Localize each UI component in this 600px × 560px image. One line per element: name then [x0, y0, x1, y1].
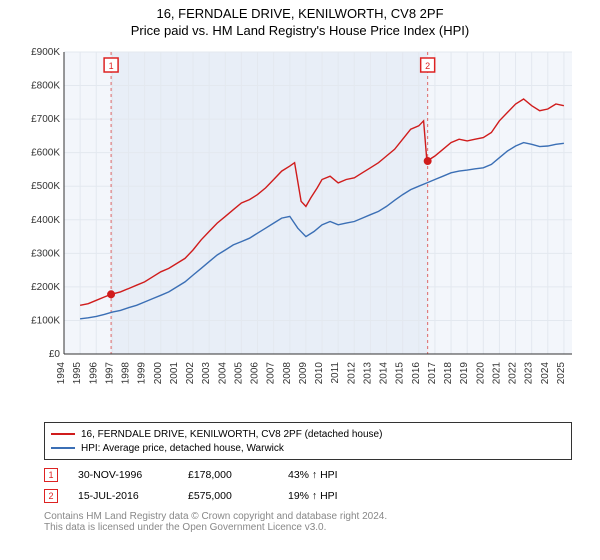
sale-date: 30-NOV-1996: [78, 469, 168, 481]
svg-text:2025: 2025: [556, 362, 567, 385]
chart-container: 16, FERNDALE DRIVE, KENILWORTH, CV8 2PF …: [0, 0, 600, 533]
svg-text:2015: 2015: [395, 362, 406, 385]
data-rows: 1 30-NOV-1996 £178,000 43% ↑ HPI 2 15-JU…: [44, 466, 572, 505]
sale-price: £178,000: [188, 469, 268, 481]
svg-text:2016: 2016: [411, 362, 422, 385]
sale-delta: 43% ↑ HPI: [288, 469, 338, 481]
svg-text:2006: 2006: [250, 362, 261, 385]
sale-delta: 19% ↑ HPI: [288, 490, 338, 502]
data-row: 1 30-NOV-1996 £178,000 43% ↑ HPI: [44, 466, 572, 484]
svg-text:2023: 2023: [524, 362, 535, 385]
svg-text:£300K: £300K: [31, 248, 60, 259]
svg-text:2003: 2003: [201, 362, 212, 385]
marker-badge: 2: [44, 489, 58, 503]
sale-date: 15-JUL-2016: [78, 490, 168, 502]
svg-text:2007: 2007: [266, 362, 277, 385]
attribution-line: This data is licensed under the Open Gov…: [44, 522, 572, 533]
svg-text:£400K: £400K: [31, 215, 60, 226]
svg-text:£500K: £500K: [31, 181, 60, 192]
title-address: 16, FERNDALE DRIVE, KENILWORTH, CV8 2PF: [0, 6, 600, 21]
svg-text:2022: 2022: [508, 362, 519, 385]
svg-text:2010: 2010: [314, 362, 325, 385]
svg-text:2: 2: [425, 61, 430, 71]
svg-text:2014: 2014: [379, 362, 390, 385]
legend-item: 16, FERNDALE DRIVE, KENILWORTH, CV8 2PF …: [51, 427, 565, 441]
svg-text:2020: 2020: [475, 362, 486, 385]
svg-text:2013: 2013: [362, 362, 373, 385]
svg-text:2018: 2018: [443, 362, 454, 385]
svg-text:£600K: £600K: [31, 148, 60, 159]
svg-text:2002: 2002: [185, 362, 196, 385]
svg-text:2017: 2017: [427, 362, 438, 385]
attribution: Contains HM Land Registry data © Crown c…: [44, 511, 572, 533]
legend-item: HPI: Average price, detached house, Warw…: [51, 441, 565, 455]
svg-text:2021: 2021: [491, 362, 502, 385]
svg-text:2005: 2005: [233, 362, 244, 385]
svg-text:1999: 1999: [137, 362, 148, 385]
attribution-line: Contains HM Land Registry data © Crown c…: [44, 511, 572, 522]
svg-text:2004: 2004: [217, 362, 228, 385]
title-subtitle: Price paid vs. HM Land Registry's House …: [0, 23, 600, 38]
svg-text:£800K: £800K: [31, 81, 60, 92]
data-row: 2 15-JUL-2016 £575,000 19% ↑ HPI: [44, 487, 572, 505]
legend-swatch: [51, 433, 75, 435]
legend-box: 16, FERNDALE DRIVE, KENILWORTH, CV8 2PF …: [44, 422, 572, 460]
legend-text: HPI: Average price, detached house, Warw…: [81, 443, 284, 454]
svg-text:2011: 2011: [330, 362, 341, 384]
svg-text:2000: 2000: [153, 362, 164, 385]
svg-text:1997: 1997: [104, 362, 115, 385]
chart-svg: £0 £100K £200K £300K £400K £500K £600K £700K £80…: [20, 46, 580, 416]
svg-text:2012: 2012: [346, 362, 357, 385]
svg-text:1996: 1996: [88, 362, 99, 385]
svg-text:£900K: £900K: [31, 47, 60, 58]
svg-text:1: 1: [109, 61, 114, 71]
svg-text:1994: 1994: [56, 362, 67, 385]
legend-swatch: [51, 447, 75, 449]
svg-text:£200K: £200K: [31, 282, 60, 293]
sale-price: £575,000: [188, 490, 268, 502]
svg-text:£0: £0: [49, 349, 61, 360]
svg-text:2009: 2009: [298, 362, 309, 385]
svg-text:1995: 1995: [72, 362, 83, 385]
svg-text:2001: 2001: [169, 362, 180, 385]
legend-text: 16, FERNDALE DRIVE, KENILWORTH, CV8 2PF …: [81, 429, 382, 440]
svg-text:2019: 2019: [459, 362, 470, 385]
svg-text:2008: 2008: [282, 362, 293, 385]
svg-text:£100K: £100K: [31, 315, 60, 326]
svg-text:2024: 2024: [540, 362, 551, 385]
marker-badge: 1: [44, 468, 58, 482]
svg-text:1998: 1998: [121, 362, 132, 385]
titles: 16, FERNDALE DRIVE, KENILWORTH, CV8 2PF …: [0, 0, 600, 38]
svg-text:£700K: £700K: [31, 114, 60, 125]
chart-area: £0 £100K £200K £300K £400K £500K £600K £700K £80…: [20, 46, 580, 416]
